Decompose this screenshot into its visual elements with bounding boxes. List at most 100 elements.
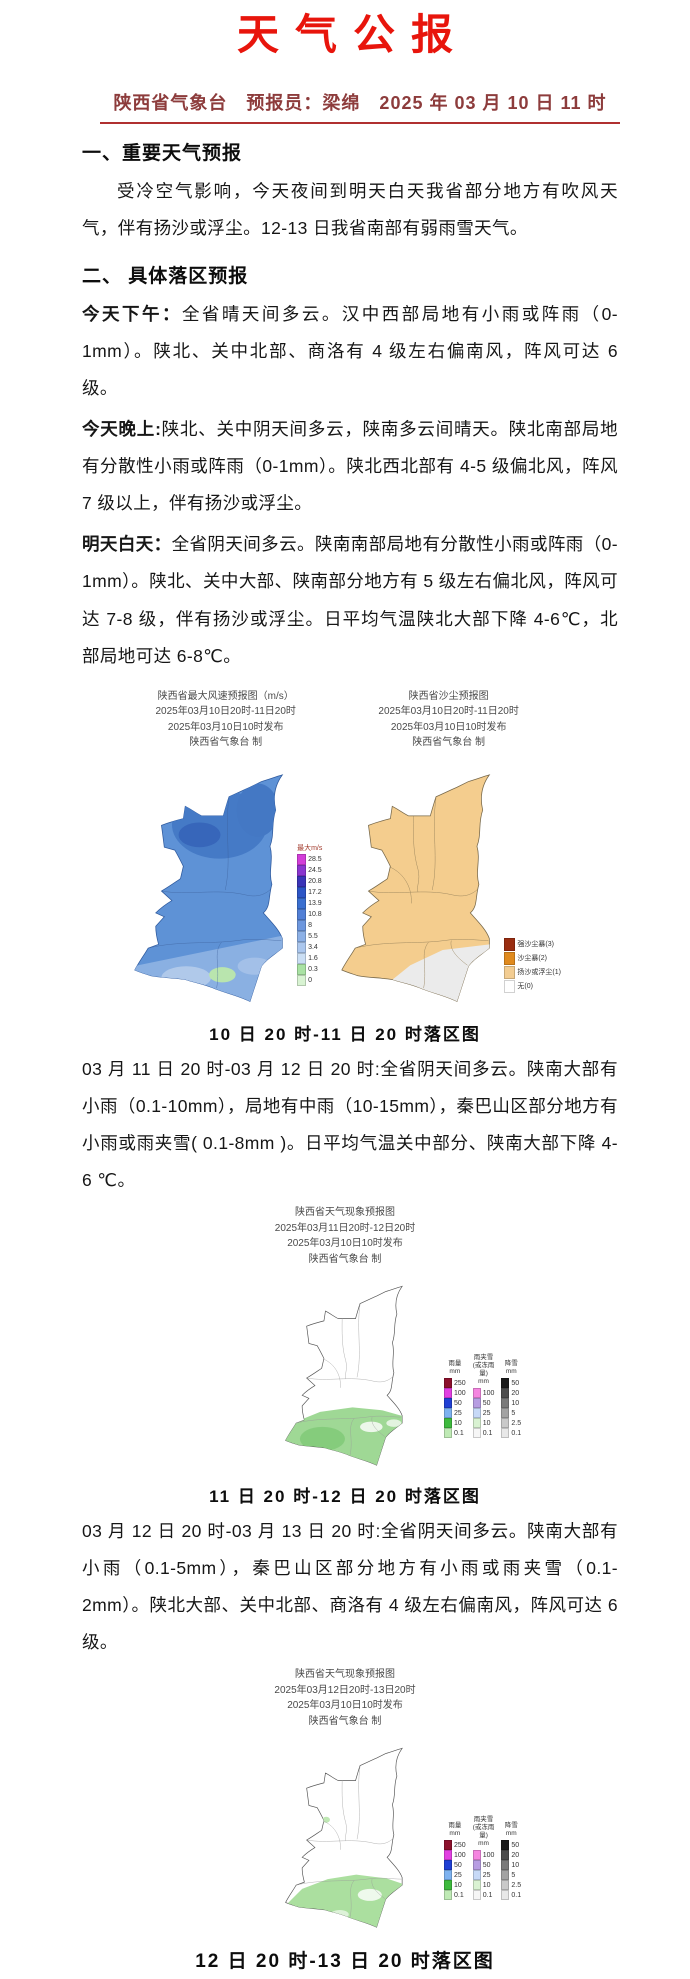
legend-swatch — [444, 1378, 452, 1389]
wx-map-11-title-line1: 陕西省天气现象预报图 — [295, 1207, 395, 1219]
legend-label: 0.1 — [454, 1429, 464, 1437]
legend-label: 25 — [482, 1409, 491, 1417]
legend-swatch — [297, 875, 307, 887]
wx-map-12-title: 陕西省天气现象预报图 2025年03月12日20时-13日20时 2025年03… — [250, 1667, 440, 1729]
precip-legend-column: 雨量 mm 250 100 50 25 10 0.1 — [444, 1822, 466, 1901]
legend-label: 2.5 — [511, 1881, 522, 1889]
legend-swatch — [297, 930, 307, 942]
legend-swatch — [444, 1880, 452, 1891]
legend-swatch — [472, 1388, 481, 1399]
wind-map-title-line4: 陕西省气象台 制 — [189, 737, 263, 749]
precip-legend-column: 雨量 mm 250 100 50 25 10 0.1 — [444, 1359, 466, 1439]
dust-legend-scale: 强沙尘暴(3) 沙尘暴(2) 扬沙或浮尘(1) 无(0) — [504, 937, 561, 994]
legend-swatch — [504, 937, 516, 951]
issuer-line: 陕西省气象台 预报员：梁绵 2025 年 03 月 10 日 11 时 — [100, 89, 620, 124]
legend-label: 100 — [454, 1851, 466, 1859]
section2-heading: 二、 具体落区预报 — [82, 265, 249, 287]
legend-swatch — [501, 1840, 510, 1851]
legend-label: 0.1 — [482, 1891, 493, 1899]
legend-label: 20.8 — [308, 877, 322, 885]
wx-map-11-title-line2: 2025年03月11日20时-12日20时 — [274, 1222, 416, 1234]
wind-map-figure: 陕西省最大风速预报图（m/s） 2025年03月10日20时-11日20时 20… — [129, 689, 322, 1010]
legend-swatch — [501, 1850, 510, 1861]
legend-label: 1.6 — [308, 954, 318, 962]
tomorrow-label: 明天白天： — [82, 534, 172, 555]
dust-map-figure: 陕西省沙尘预报图 2025年03月10日20时-11日20时 2025年03月1… — [336, 689, 561, 1010]
legend-swatch — [297, 853, 307, 865]
precip-legend-column-title: 雨夹雪 (或冻雨量) mm — [472, 1815, 495, 1848]
shaanxi-wind-map — [134, 773, 284, 1002]
page-title: 天气公报 — [236, 11, 469, 58]
dust-map-title-line1: 陕西省沙尘预报图 — [408, 690, 489, 702]
legend-swatch — [472, 1850, 481, 1861]
legend-label: 0.1 — [454, 1891, 464, 1899]
legend-swatch — [444, 1840, 452, 1851]
legend-swatch — [444, 1870, 452, 1881]
legend-swatch — [504, 965, 516, 979]
legend-label: 250 — [454, 1379, 466, 1387]
legend-label: 17.2 — [308, 888, 322, 896]
legend-swatch — [444, 1890, 452, 1901]
legend-label: 10 — [454, 1419, 462, 1427]
wind-map-title-line2: 2025年03月10日20时-11日20时 — [155, 706, 296, 718]
legend-swatch — [472, 1880, 481, 1891]
legend-label: 0 — [308, 976, 312, 984]
legend-label: 10.8 — [308, 910, 322, 918]
today-afternoon-paragraph: 今天下午：全省晴天间多云。汉中西部局地有小雨或阵雨（0-1mm）。陕北、关中北部… — [82, 296, 618, 407]
legend-swatch — [501, 1398, 510, 1409]
legend-label: 25 — [482, 1871, 491, 1879]
legend-label: 0.1 — [511, 1891, 522, 1899]
legend-swatch — [504, 951, 516, 965]
tonight-label: 今天晚上: — [82, 419, 162, 440]
legend-label: 沙尘暴(2) — [517, 954, 547, 962]
dust-map-title: 陕西省沙尘预报图 2025年03月10日20时-11日20时 2025年03月1… — [336, 689, 561, 751]
legend-label: 无(0) — [517, 982, 533, 990]
precip-legend-column: 降雪 mm 50 20 10 5 2.5 0.1 — [501, 1822, 522, 1901]
wx-map-12-title-line4: 陕西省气象台 制 — [308, 1715, 382, 1727]
section1-heading: 一、重要天气预报 — [82, 142, 243, 164]
legend-label: 3.4 — [308, 943, 318, 951]
shaanxi-dust-map — [341, 773, 491, 1002]
wx-map-12-title-line2: 2025年03月12日20时-13日20时 — [274, 1684, 416, 1696]
legend-label: 20 — [511, 1389, 520, 1397]
legend-swatch — [297, 908, 307, 920]
legend-label: 100 — [454, 1389, 466, 1397]
wind-map-title: 陕西省最大风速预报图（m/s） 2025年03月10日20时-11日20时 20… — [129, 689, 322, 751]
wx-map-11-title-line4: 陕西省气象台 制 — [308, 1253, 382, 1265]
precip-legend-column: 降雪 mm 50 20 10 5 2.5 0.1 — [501, 1359, 521, 1439]
section1-paragraph: 受冷空气影响，今天夜间到明天白天我省部分地方有吹风天气，伴有扬沙或浮尘。12-1… — [82, 180, 618, 238]
legend-label: 100 — [482, 1851, 495, 1859]
wx-map-11-title: 陕西省天气现象预报图 2025年03月11日20时-12日20时 2025年03… — [250, 1205, 440, 1267]
wind-map-title-line3: 2025年03月10日10时发布 — [167, 721, 284, 733]
precip-legend-column-title: 降雪 mm — [504, 1359, 518, 1375]
legend-swatch — [297, 941, 307, 953]
legend-label: 10 — [511, 1861, 520, 1869]
wx-map-11-figure: 陕西省天气现象预报图 2025年03月11日20时-12日20时 2025年03… — [250, 1205, 521, 1472]
legend-swatch — [504, 979, 516, 993]
legend-swatch — [472, 1418, 481, 1429]
legend-swatch — [501, 1388, 510, 1399]
legend-swatch — [501, 1418, 510, 1429]
precip-legend-column: 雨夹雪 (或冻雨量) mm 100 50 25 10 0.1 — [472, 1353, 495, 1439]
precip-legend-column-title: 雨量 mm — [448, 1359, 462, 1375]
dust-map-title-line2: 2025年03月10日20时-11日20时 — [378, 706, 519, 718]
precip-legend-column-title: 降雪 mm — [504, 1822, 518, 1838]
legend-label: 0.3 — [308, 965, 318, 973]
legend-swatch — [501, 1408, 510, 1419]
legend-swatch — [501, 1880, 510, 1891]
legend-label: 50 — [454, 1861, 462, 1869]
legend-label: 50 — [511, 1841, 520, 1849]
legend-label: 5.5 — [308, 932, 318, 940]
precip-legend-column-title: 雨夹雪 (或冻雨量) mm — [472, 1353, 495, 1385]
legend-label: 10 — [511, 1399, 520, 1407]
legend-label: 50 — [511, 1379, 520, 1387]
tomorrow-text: 全省阴天间多云。陕南南部局地有分散性小雨或阵雨（0-1mm）。陕北、关中大部、陕… — [82, 534, 618, 666]
map-caption-1: 10 日 20 时-11 日 20 时落区图 — [209, 1024, 481, 1044]
legend-label: 5 — [511, 1871, 516, 1879]
legend-label: 强沙尘暴(3) — [517, 940, 554, 948]
legend-swatch — [501, 1378, 510, 1389]
dust-map-title-line3: 2025年03月10日10时发布 — [390, 721, 507, 733]
day12-paragraph: 03 月 12 日 20 时-03 月 13 日 20 时:全省阴天间多云。陕南… — [82, 1521, 618, 1653]
precip-legend-11: 雨量 mm 250 100 50 25 10 0.1 雨夹雪 (或冻雨量) mm 100 50 25… — [444, 1354, 521, 1439]
